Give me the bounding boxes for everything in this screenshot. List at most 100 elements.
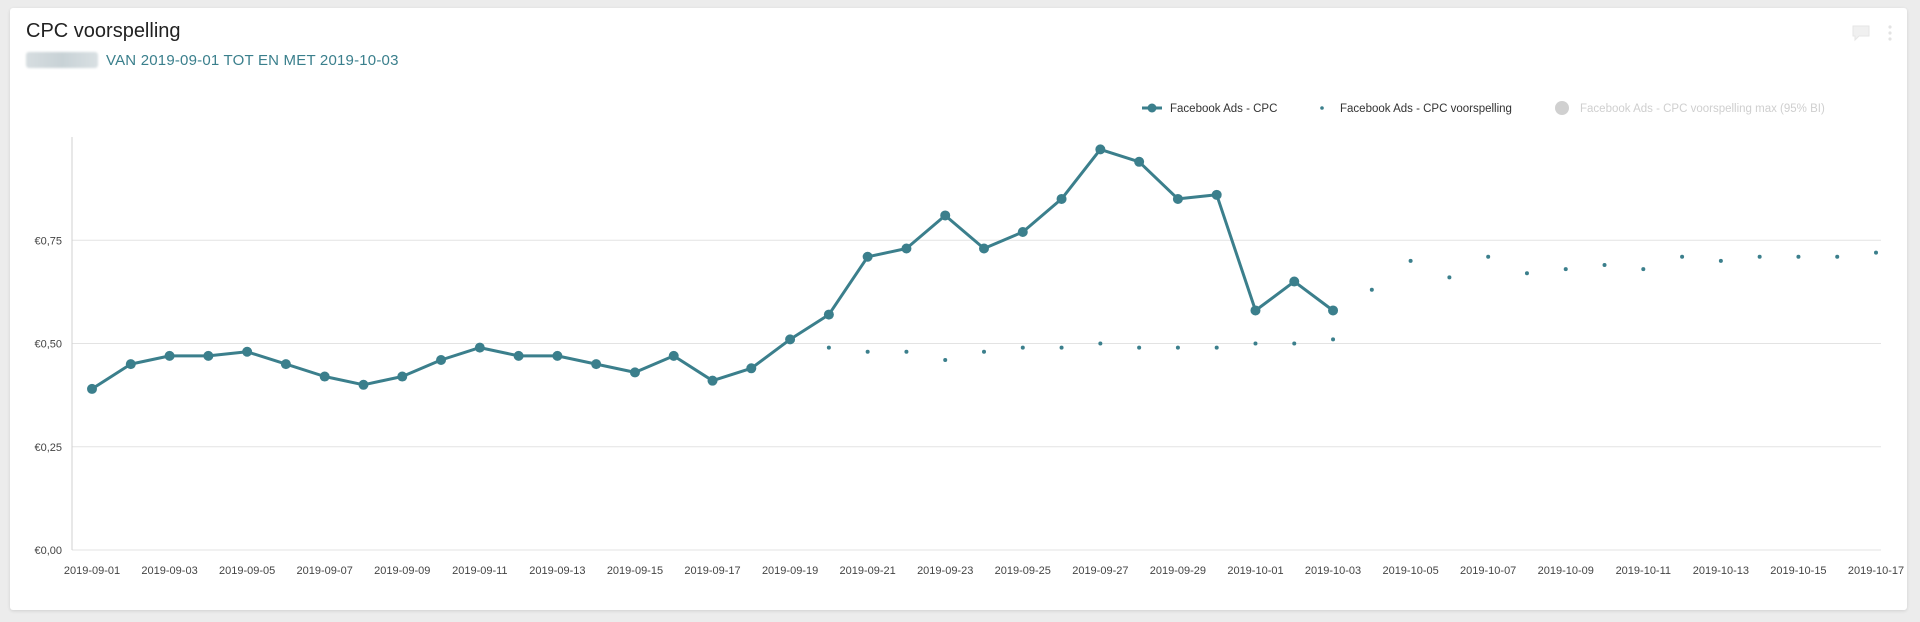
data-point-cpc[interactable] <box>1250 305 1261 316</box>
x-tick-label: 2019-10-13 <box>1693 565 1749 577</box>
data-point-forecast[interactable] <box>943 358 948 363</box>
data-point-cpc[interactable] <box>474 342 485 353</box>
data-point-forecast[interactable] <box>1331 337 1336 342</box>
legend-label-forecast-max: Facebook Ads - CPC voorspelling max (95%… <box>1580 103 1825 115</box>
x-tick-label: 2019-09-09 <box>374 565 430 577</box>
data-point-forecast[interactable] <box>1098 341 1103 346</box>
data-point-forecast[interactable] <box>1486 254 1491 259</box>
x-tick-label: 2019-09-03 <box>141 565 197 577</box>
legend-label-forecast: Facebook Ads - CPC voorspelling <box>1340 103 1512 115</box>
data-point-cpc[interactable] <box>668 350 679 361</box>
x-tick-label: 2019-09-15 <box>607 565 663 577</box>
data-point-forecast[interactable] <box>1175 345 1180 350</box>
data-point-cpc[interactable] <box>823 309 834 320</box>
legend-item-forecast-max[interactable]: Facebook Ads - CPC voorspelling max (95%… <box>1555 101 1825 115</box>
x-tick-label: 2019-09-05 <box>219 565 275 577</box>
x-tick-label: 2019-10-07 <box>1460 565 1516 577</box>
y-axis: €0,00 €0,25 €0,50 €0,75 <box>34 137 73 557</box>
data-point-forecast[interactable] <box>1796 254 1801 259</box>
data-point-forecast[interactable] <box>826 345 831 350</box>
data-point-forecast[interactable] <box>1680 254 1685 259</box>
comment-icon[interactable] <box>1851 24 1871 42</box>
data-point-cpc[interactable] <box>125 359 136 370</box>
data-point-forecast[interactable] <box>1874 250 1878 255</box>
data-point-cpc[interactable] <box>513 350 524 361</box>
data-point-cpc[interactable] <box>397 371 408 382</box>
x-tick-label: 2019-10-17 <box>1848 565 1904 577</box>
data-point-cpc[interactable] <box>164 350 175 361</box>
more-vertical-icon[interactable] <box>1887 24 1893 42</box>
data-point-forecast[interactable] <box>1602 263 1607 268</box>
data-point-cpc[interactable] <box>552 350 563 361</box>
data-point-cpc[interactable] <box>629 367 640 378</box>
data-point-forecast[interactable] <box>1563 267 1568 272</box>
data-point-cpc[interactable] <box>591 359 602 370</box>
data-point-cpc[interactable] <box>1056 193 1067 204</box>
data-point-forecast[interactable] <box>1253 341 1258 346</box>
data-point-forecast[interactable] <box>1447 275 1452 280</box>
data-point-cpc[interactable] <box>1328 305 1339 316</box>
x-tick-label: 2019-09-27 <box>1072 565 1128 577</box>
data-point-cpc[interactable] <box>358 379 369 390</box>
series-line-cpc <box>91 147 1334 391</box>
data-point-cpc[interactable] <box>901 243 912 254</box>
data-point-forecast[interactable] <box>1408 258 1413 263</box>
data-point-forecast[interactable] <box>982 349 986 354</box>
data-point-forecast[interactable] <box>1292 341 1297 346</box>
series-layer <box>87 144 1878 394</box>
data-point-forecast[interactable] <box>1059 345 1064 350</box>
y-gridlines <box>72 239 1881 551</box>
data-point-forecast[interactable] <box>1137 345 1142 350</box>
data-point-cpc[interactable] <box>319 371 330 382</box>
data-point-forecast[interactable] <box>865 349 870 354</box>
widget-title: CPC voorspelling <box>26 20 181 42</box>
data-point-cpc[interactable] <box>785 334 796 345</box>
data-point-cpc[interactable] <box>1172 193 1183 204</box>
legend-marker-forecast <box>1320 106 1324 110</box>
x-tick-label: 2019-09-25 <box>995 565 1051 577</box>
x-tick-label: 2019-10-15 <box>1770 565 1826 577</box>
widget-actions <box>1851 24 1893 42</box>
data-point-cpc[interactable] <box>1211 189 1222 200</box>
data-point-forecast[interactable] <box>1718 258 1723 263</box>
data-point-forecast[interactable] <box>1214 345 1219 350</box>
data-point-cpc[interactable] <box>87 383 97 394</box>
data-point-forecast[interactable] <box>1641 267 1646 272</box>
data-point-cpc[interactable] <box>436 355 447 366</box>
data-point-forecast[interactable] <box>1369 287 1374 292</box>
data-point-forecast[interactable] <box>1757 254 1762 259</box>
legend-item-forecast[interactable]: Facebook Ads - CPC voorspelling <box>1320 103 1512 115</box>
legend-marker-forecast-max <box>1555 101 1569 115</box>
data-point-forecast[interactable] <box>1524 271 1529 276</box>
data-point-cpc[interactable] <box>862 251 873 262</box>
legend-marker-cpc <box>1147 103 1157 113</box>
x-tick-label: 2019-09-19 <box>762 565 818 577</box>
data-point-cpc[interactable] <box>707 375 718 386</box>
x-tick-label: 2019-09-07 <box>297 565 353 577</box>
x-tick-label: 2019-10-03 <box>1305 565 1361 577</box>
x-tick-label: 2019-09-17 <box>684 565 740 577</box>
data-point-cpc[interactable] <box>746 363 757 374</box>
x-tick-label: 2019-10-05 <box>1382 565 1438 577</box>
data-point-forecast[interactable] <box>904 349 909 354</box>
data-point-forecast[interactable] <box>1835 254 1840 259</box>
data-point-cpc[interactable] <box>940 210 951 221</box>
redacted-account-name <box>26 52 98 68</box>
data-point-cpc[interactable] <box>1134 156 1145 167</box>
data-point-cpc[interactable] <box>203 350 214 361</box>
data-point-cpc[interactable] <box>1289 276 1300 287</box>
x-axis: 2019-09-01 2019-09-03 2019-09-05 2019-09-07… <box>64 565 1904 577</box>
data-point-cpc[interactable] <box>280 359 291 370</box>
legend-item-cpc[interactable]: Facebook Ads - CPC <box>1142 103 1277 115</box>
data-point-forecast[interactable] <box>1020 345 1025 350</box>
chart-card: CPC voorspelling VAN 2019-09-01 TOT EN M… <box>10 8 1907 610</box>
x-tick-label: 2019-09-01 <box>64 565 120 577</box>
data-point-cpc[interactable] <box>242 346 253 357</box>
data-point-cpc[interactable] <box>979 243 989 254</box>
y-tick-label: €0,25 <box>34 442 62 454</box>
data-point-cpc[interactable] <box>1095 144 1106 155</box>
date-range-subtitle: VAN 2019-09-01 TOT EN MET 2019-10-03 <box>106 51 399 69</box>
x-tick-label: 2019-09-11 <box>452 565 507 577</box>
data-point-cpc[interactable] <box>1017 226 1028 237</box>
